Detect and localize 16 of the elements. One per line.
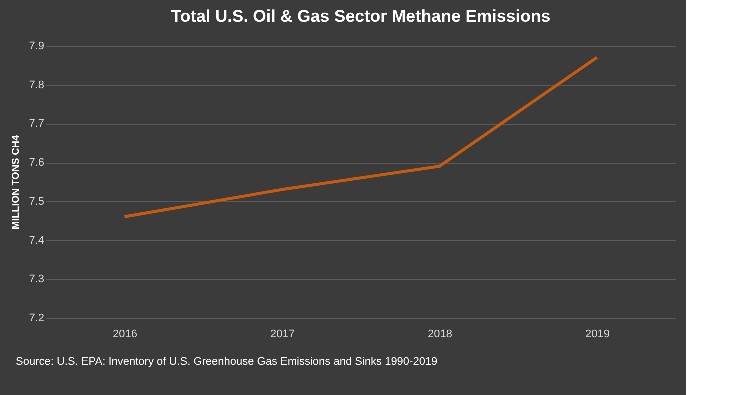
y-tick-label: 7.8 xyxy=(29,79,44,92)
y-axis-title: MILLION TONS CH4 xyxy=(11,134,22,230)
chart-title: Total U.S. Oil & Gas Sector Methane Emissions xyxy=(171,7,551,26)
y-tick-label: 7.2 xyxy=(29,312,44,324)
y-tick-label: 7.4 xyxy=(29,234,44,247)
y-tick-label: 7.3 xyxy=(29,274,44,286)
y-tick-label: 7.6 xyxy=(29,157,44,170)
y-tick-label: 7.9 xyxy=(29,40,44,52)
x-tick-label: 2019 xyxy=(586,328,610,340)
y-tick-label: 7.5 xyxy=(29,196,44,208)
line-series xyxy=(123,56,599,218)
x-tick-label: 2017 xyxy=(270,328,295,340)
x-tick-label: 2016 xyxy=(113,328,138,340)
x-tick-label: 2018 xyxy=(428,328,452,340)
y-tick-label: 7.7 xyxy=(29,118,44,130)
source-note: Source: U.S. EPA: Inventory of U.S. Greenhouse Gas Emissions and Sinks 1990-2019 xyxy=(16,356,438,368)
